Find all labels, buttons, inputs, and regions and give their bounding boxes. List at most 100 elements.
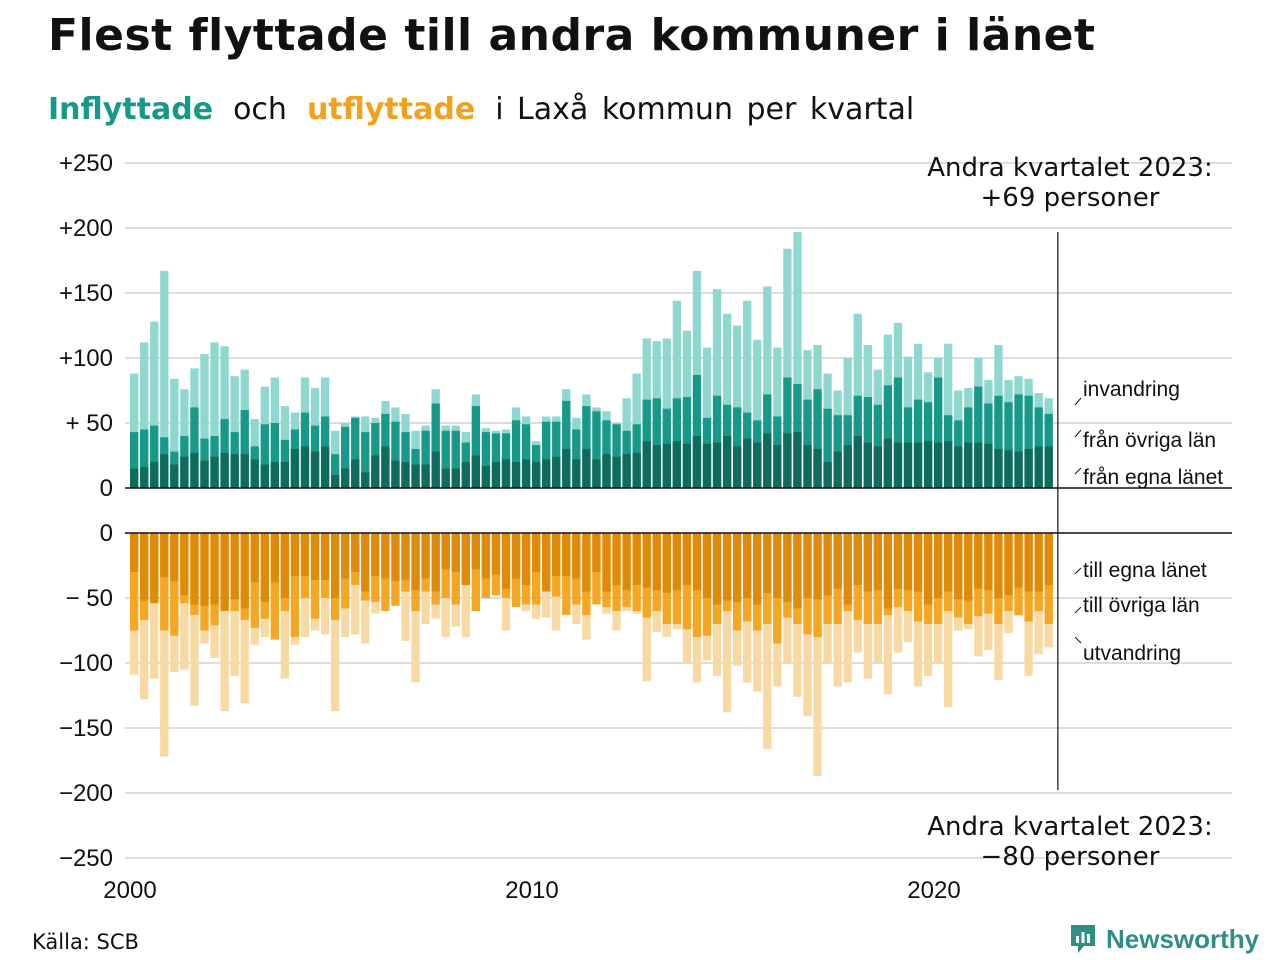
- bar-outflow-own-county: [753, 533, 762, 605]
- annotation-top-line1: Andra kvartalet 2023:: [927, 153, 1212, 183]
- bar-outflow-own-county: [190, 533, 199, 605]
- bar-inflow-other-county: [883, 385, 893, 488]
- subtitle-outflow-word: utflyttade: [306, 92, 476, 127]
- bar-outflow-emigration: [813, 533, 822, 777]
- bar-outflow-own-county: [451, 533, 460, 572]
- bar-outflow-own-county: [964, 533, 973, 601]
- bar-inflow-other-county: [331, 454, 340, 488]
- bar-inflow-own-county: [702, 443, 712, 488]
- bar-inflow-own-county: [984, 443, 993, 488]
- bar-outflow-own-county: [944, 533, 953, 592]
- annotation-bottom-line1: Andra kvartalet 2023:: [927, 812, 1212, 842]
- bar-inflow-own-county: [833, 451, 842, 488]
- bar-inflow-own-county: [401, 462, 410, 488]
- bar-inflow-own-county: [843, 445, 852, 488]
- bar-outflow-own-county: [441, 533, 450, 570]
- bar-inflow-immigration: [793, 231, 802, 488]
- axes: [125, 232, 1232, 790]
- bar-outflow-own-county: [361, 533, 370, 592]
- bar-outflow-own-county: [1024, 533, 1033, 592]
- bar-inflow-own-county: [733, 446, 742, 488]
- y-tick-label-bottom: − 50: [66, 585, 113, 612]
- bar-inflow-own-county: [371, 455, 380, 488]
- bar-outflow-own-county: [863, 533, 872, 592]
- subtitle-and-word: och: [233, 92, 287, 127]
- bar-inflow-other-county: [612, 424, 621, 488]
- bar-inflow-own-county: [451, 468, 460, 488]
- series-leader-line: [1074, 606, 1082, 614]
- bar-inflow-other-county: [994, 395, 1003, 488]
- bar-outflow-own-county: [743, 533, 752, 598]
- bar-inflow-own-county: [974, 442, 983, 488]
- series-label-top: från övriga län: [1083, 429, 1216, 452]
- bar-outflow-own-county: [803, 533, 812, 598]
- bar-outflow-own-county: [682, 533, 692, 585]
- bar-inflow-own-county: [481, 465, 491, 488]
- bar-outflow-own-county: [290, 533, 300, 576]
- bar-outflow-own-county: [662, 533, 671, 593]
- bar-outflow-emigration: [763, 533, 772, 749]
- bar-inflow-own-county: [190, 452, 199, 488]
- bar-inflow-immigration: [783, 248, 792, 488]
- bar-inflow-other-county: [260, 424, 269, 488]
- bar-inflow-own-county: [1034, 446, 1043, 488]
- bar-inflow-own-county: [381, 446, 390, 488]
- bar-outflow-own-county: [582, 533, 591, 592]
- bar-inflow-own-county: [873, 446, 882, 488]
- bar-inflow-own-county: [672, 441, 681, 488]
- bar-outflow-own-county: [813, 533, 822, 600]
- bar-inflow-own-county: [783, 433, 792, 488]
- bar-inflow-own-county: [572, 459, 581, 488]
- bar-outflow-own-county: [1014, 533, 1023, 588]
- x-tick-label: 2000: [103, 877, 156, 904]
- bar-inflow-own-county: [652, 445, 661, 488]
- chart-subtitle: Inflyttade och utflyttade i Laxå kommun per…: [48, 92, 934, 127]
- labels: +250 +200 +150 +100 + 50 0 0 − 50 −100 −150 −200 −2…: [59, 150, 1223, 904]
- source-note: Källa: SCB: [32, 930, 139, 954]
- bar-inflow-other-county: [190, 407, 199, 488]
- bar-outflow-own-county: [471, 533, 480, 570]
- bar-outflow-other-county: [471, 533, 480, 611]
- bar-outflow-own-county: [823, 533, 832, 596]
- bar-inflow-own-county: [753, 442, 762, 488]
- bar-outflow-other-county: [130, 533, 139, 631]
- bar-inflow-own-county: [240, 454, 249, 488]
- bar-outflow-own-county: [622, 533, 631, 591]
- bar-outflow-other-county: [270, 533, 279, 640]
- series-leader-line: [1074, 397, 1082, 406]
- bar-inflow-own-county: [712, 442, 722, 488]
- bar-outflow-own-county: [331, 533, 340, 598]
- series-label-top: från egna länet: [1083, 466, 1223, 489]
- bar-outflow-other-county: [160, 533, 169, 631]
- bar-outflow-own-county: [130, 533, 139, 572]
- bar-outflow-own-county: [371, 533, 380, 576]
- bar-outflow-own-county: [722, 533, 732, 601]
- bar-outflow-own-county: [934, 533, 943, 598]
- bar-inflow-other-county: [592, 411, 601, 488]
- bar-inflow-own-county: [893, 442, 903, 488]
- bar-inflow-other-county: [140, 429, 149, 488]
- bar-outflow-own-county: [773, 533, 782, 598]
- bar-inflow-immigration: [170, 378, 179, 488]
- series-label-bottom: utvandring: [1083, 642, 1181, 665]
- bar-inflow-own-county: [1014, 451, 1023, 488]
- bar-inflow-other-county: [823, 408, 832, 488]
- bar-inflow-immigration: [200, 354, 209, 488]
- bar-inflow-own-county: [180, 456, 189, 488]
- bar-outflow-own-county: [501, 533, 511, 589]
- bar-inflow-other-county: [421, 430, 430, 488]
- bar-inflow-own-county: [682, 443, 692, 488]
- brand[interactable]: Newsworthy: [1068, 922, 1259, 956]
- bar-outflow-own-county: [320, 533, 330, 580]
- bar-inflow-own-county: [210, 456, 219, 488]
- bar-inflow-own-county: [592, 459, 601, 488]
- bar-outflow-own-county: [511, 533, 521, 579]
- bar-inflow-other-county: [1024, 395, 1033, 488]
- bar-outflow-own-county: [310, 533, 320, 580]
- bar-inflow-own-county: [954, 446, 963, 488]
- bar-outflow-own-county: [672, 533, 681, 591]
- bar-outflow-own-county: [632, 533, 641, 585]
- bar-outflow-own-county: [552, 533, 561, 576]
- bar-inflow-other-county: [511, 420, 521, 488]
- bar-inflow-own-county: [260, 464, 269, 488]
